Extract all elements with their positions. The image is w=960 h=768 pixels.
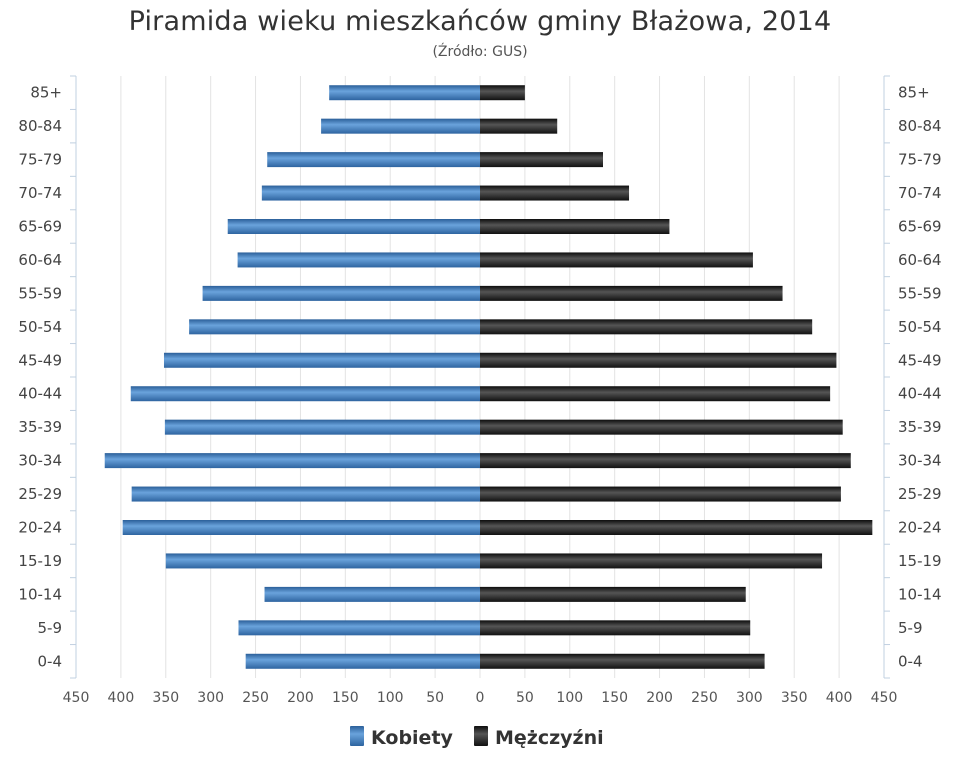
x-tick-label: 200 — [287, 690, 314, 706]
category-label-left: 40-44 — [18, 385, 62, 403]
category-label-right: 35-39 — [898, 418, 942, 436]
category-label-left: 70-74 — [18, 184, 62, 202]
x-tick-label: 250 — [691, 690, 718, 706]
bar-kobiety — [261, 185, 480, 201]
x-tick-label: 450 — [63, 690, 90, 706]
x-tick-label: 350 — [781, 690, 808, 706]
x-tick-label: 400 — [108, 690, 135, 706]
category-label-left: 45-49 — [18, 351, 62, 369]
category-label-right: 70-74 — [898, 184, 942, 202]
bar-kobiety — [264, 586, 480, 602]
category-label-left: 60-64 — [18, 251, 62, 269]
legend-swatch-mezczyzni[interactable] — [474, 726, 488, 746]
bar-mezczyzni — [480, 85, 525, 101]
category-label-right: 25-29 — [898, 485, 942, 503]
x-tick-label: 350 — [152, 690, 179, 706]
category-label-left: 20-24 — [18, 519, 62, 537]
category-label-left: 10-14 — [18, 585, 62, 603]
bar-kobiety — [164, 419, 480, 435]
bar-mezczyzni — [480, 453, 851, 469]
category-label-right: 5-9 — [898, 619, 923, 637]
category-label-left: 50-54 — [18, 318, 62, 336]
category-label-left: 80-84 — [18, 117, 62, 135]
bar-mezczyzni — [480, 118, 558, 134]
category-label-right: 10-14 — [898, 585, 942, 603]
bar-mezczyzni — [480, 520, 873, 535]
chart-subtitle: (Źródło: GUS) — [432, 44, 528, 60]
bar-kobiety — [122, 520, 480, 535]
bar-mezczyzni — [480, 352, 837, 368]
x-tick-label: 300 — [197, 690, 224, 706]
bar-mezczyzni — [480, 653, 765, 669]
bar-mezczyzni — [480, 285, 783, 301]
x-tick-label: 300 — [736, 690, 763, 706]
chart-title: Piramida wieku mieszkańców gminy Błażowa… — [128, 6, 832, 37]
category-label-right: 65-69 — [898, 218, 942, 236]
x-tick-label: 50 — [516, 690, 534, 706]
category-label-left: 75-79 — [18, 151, 62, 169]
category-label-right: 55-59 — [898, 284, 942, 302]
category-label-left: 5-9 — [38, 619, 63, 637]
category-label-right: 40-44 — [898, 385, 942, 403]
bar-kobiety — [238, 620, 480, 636]
bar-kobiety — [130, 386, 480, 402]
bar-kobiety — [245, 653, 480, 669]
category-label-right: 50-54 — [898, 318, 942, 336]
category-label-left: 55-59 — [18, 284, 62, 302]
bar-kobiety — [329, 85, 480, 101]
x-tick-label: 0 — [476, 690, 485, 706]
category-label-left: 65-69 — [18, 218, 62, 236]
bar-kobiety — [267, 152, 480, 168]
category-label-right: 20-24 — [898, 519, 942, 537]
bar-kobiety — [163, 352, 480, 368]
legend-label-kobiety[interactable]: Kobiety — [371, 727, 454, 749]
bar-mezczyzni — [480, 553, 823, 569]
bar-kobiety — [237, 252, 480, 268]
bar-mezczyzni — [480, 586, 746, 602]
x-tick-label: 150 — [332, 690, 359, 706]
bar-kobiety — [227, 219, 480, 234]
bar-mezczyzni — [480, 252, 753, 268]
bar-kobiety — [321, 118, 480, 134]
bar-kobiety — [165, 553, 480, 569]
x-tick-label: 150 — [601, 690, 628, 706]
category-label-right: 85+ — [898, 84, 930, 102]
legend-label-mezczyzni[interactable]: Mężczyźni — [495, 727, 604, 749]
category-label-left: 15-19 — [18, 552, 62, 570]
bar-mezczyzni — [480, 486, 841, 502]
category-label-left: 85+ — [30, 84, 62, 102]
category-label-right: 30-34 — [898, 452, 942, 470]
x-tick-label: 50 — [426, 690, 444, 706]
category-label-left: 30-34 — [18, 452, 62, 470]
category-label-right: 15-19 — [898, 552, 942, 570]
bar-kobiety — [202, 285, 480, 301]
x-tick-label: 400 — [826, 690, 853, 706]
bar-mezczyzni — [480, 219, 670, 234]
x-tick-label: 250 — [242, 690, 269, 706]
category-label-right: 0-4 — [898, 652, 923, 670]
category-label-right: 80-84 — [898, 117, 942, 135]
bar-mezczyzni — [480, 319, 813, 335]
category-label-right: 45-49 — [898, 351, 942, 369]
bar-kobiety — [189, 319, 480, 335]
bar-kobiety — [104, 453, 481, 469]
bar-mezczyzni — [480, 185, 630, 201]
x-tick-label: 200 — [646, 690, 673, 706]
x-tick-label: 100 — [556, 690, 583, 706]
category-label-left: 25-29 — [18, 485, 62, 503]
x-tick-label: 450 — [871, 690, 898, 706]
category-label-left: 35-39 — [18, 418, 62, 436]
bar-mezczyzni — [480, 386, 831, 402]
bar-mezczyzni — [480, 419, 843, 435]
legend-swatch-kobiety[interactable] — [350, 726, 364, 746]
bar-kobiety — [131, 486, 480, 502]
x-tick-label: 100 — [377, 690, 404, 706]
category-label-left: 0-4 — [38, 652, 63, 670]
bar-mezczyzni — [480, 152, 603, 168]
category-label-right: 60-64 — [898, 251, 942, 269]
bar-mezczyzni — [480, 620, 751, 636]
category-label-right: 75-79 — [898, 151, 942, 169]
